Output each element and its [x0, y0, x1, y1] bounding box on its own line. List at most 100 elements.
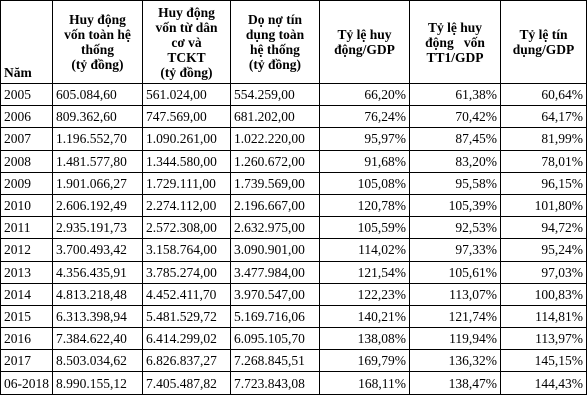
- cell-year: 2008: [0, 149, 53, 173]
- cell-credit-outstanding: 5.169.716,06: [230, 304, 320, 329]
- cell-tt1-mobilization-gdp-ratio: 138,47%: [409, 371, 501, 395]
- header-line: Dọ nợ tín: [248, 12, 302, 27]
- header-row: Năm Huy động vốn toàn hệ thống (tỷ đồng) Huy …: [0, 0, 587, 84]
- table-header: Năm Huy động vốn toàn hệ thống (tỷ đồng) Huy …: [0, 0, 587, 84]
- cell-total-mobilization: 809.362,60: [52, 105, 143, 129]
- table-row: 2017 8.503.034,62 6.826.837,27 7.268.845,51…: [0, 349, 587, 373]
- header-credit-outstanding: Dọ nợ tín dụng toàn hệ thống (tỷ đồng): [230, 0, 320, 84]
- cell-total-mobilization: 4.813.218,48: [52, 282, 143, 306]
- header-line: hệ thống: [250, 42, 300, 57]
- cell-credit-outstanding: 2.632.975,00: [230, 216, 320, 240]
- header-line: dụng toàn: [245, 27, 305, 42]
- header-line: động vốn: [425, 34, 485, 50]
- table-body: 2005 605.084,60 561.024,00 554.259,00 66,20%…: [0, 82, 587, 395]
- header-line: (tỷ đồng): [160, 64, 213, 80]
- cell-year: 2005: [0, 82, 53, 107]
- table-row: 2011 2.935.191,73 2.572.308,00 2.632.975,00…: [0, 216, 587, 240]
- cell-mobilization-gdp-ratio: 95,97%: [319, 127, 410, 151]
- cell-tt1-mobilization-gdp-ratio: 95,58%: [409, 171, 501, 195]
- cell-credit-outstanding: 3.477.984,00: [230, 260, 320, 284]
- cell-resident-mobilization: 6.826.837,27: [142, 349, 231, 373]
- cell-resident-mobilization: 5.481.529,72: [142, 304, 231, 329]
- cell-year: 2013: [0, 260, 53, 284]
- table-row: 2005 605.084,60 561.024,00 554.259,00 66,20%…: [0, 82, 587, 107]
- cell-credit-outstanding: 3.090.901,00: [230, 238, 320, 262]
- header-line: Tỷ lệ huy: [337, 27, 392, 42]
- cell-credit-gdp-ratio: 113,97%: [500, 327, 587, 351]
- header-line: TCKT: [167, 49, 206, 65]
- header-line: Tỷ lệ tín: [519, 27, 568, 42]
- cell-resident-mobilization: 747.569,00: [142, 105, 231, 129]
- cell-resident-mobilization: 4.452.411,70: [142, 282, 231, 306]
- header-line: vốn từ dân: [155, 19, 218, 35]
- cell-credit-outstanding: 1.260.672,00: [230, 149, 320, 173]
- cell-year: 2017: [0, 349, 53, 373]
- cell-year: 2010: [0, 193, 53, 218]
- cell-credit-outstanding: 3.970.547,00: [230, 282, 320, 306]
- cell-total-mobilization: 7.384.622,40: [52, 327, 143, 351]
- header-line: Huy động: [69, 12, 126, 27]
- header-tt1-mobilization-gdp-ratio: Tỷ lệ huy động vốn TT1/GDP: [409, 0, 501, 84]
- cell-mobilization-gdp-ratio: 66,20%: [319, 82, 410, 107]
- cell-resident-mobilization: 2.274.112,00: [142, 193, 231, 218]
- header-line: cơ và: [171, 34, 202, 50]
- cell-mobilization-gdp-ratio: 76,24%: [319, 105, 410, 129]
- cell-tt1-mobilization-gdp-ratio: 105,61%: [409, 260, 501, 284]
- cell-tt1-mobilization-gdp-ratio: 97,33%: [409, 238, 501, 262]
- cell-tt1-mobilization-gdp-ratio: 105,39%: [409, 193, 501, 218]
- data-table-container: Năm Huy động vốn toàn hệ thống (tỷ đồng) Huy …: [0, 0, 587, 395]
- table-row: 2014 4.813.218,48 4.452.411,70 3.970.547,00…: [0, 282, 587, 306]
- table-row: 2010 2.606.192,49 2.274.112,00 2.196.667,00…: [0, 193, 587, 218]
- cell-mobilization-gdp-ratio: 138,08%: [319, 327, 410, 351]
- cell-mobilization-gdp-ratio: 120,78%: [319, 193, 410, 218]
- cell-mobilization-gdp-ratio: 91,68%: [319, 149, 410, 173]
- cell-tt1-mobilization-gdp-ratio: 61,38%: [409, 82, 501, 107]
- cell-resident-mobilization: 1.729.111,00: [142, 171, 231, 195]
- table-row: 2009 1.901.066,27 1.729.111,00 1.739.569,00…: [0, 171, 587, 195]
- cell-resident-mobilization: 7.405.487,82: [142, 371, 231, 395]
- header-line: Năm: [4, 65, 32, 80]
- cell-credit-gdp-ratio: 95,24%: [500, 238, 587, 262]
- header-line: Huy động: [158, 4, 215, 20]
- cell-credit-gdp-ratio: 145,15%: [500, 349, 587, 373]
- cell-year: 2012: [0, 238, 53, 262]
- cell-mobilization-gdp-ratio: 122,23%: [319, 282, 410, 306]
- cell-credit-gdp-ratio: 60,64%: [500, 82, 587, 107]
- table-row: 2006 809.362,60 747.569,00 681.202,00 76,24%…: [0, 105, 587, 129]
- header-line: TT1/GDP: [426, 49, 484, 65]
- cell-mobilization-gdp-ratio: 121,54%: [319, 260, 410, 284]
- cell-total-mobilization: 8.503.034,62: [52, 349, 143, 373]
- cell-credit-outstanding: 554.259,00: [230, 82, 320, 107]
- cell-resident-mobilization: 3.158.764,00: [142, 238, 231, 262]
- header-line: (tỷ đồng): [248, 57, 302, 72]
- cell-year: 06-2018: [0, 371, 53, 395]
- cell-credit-outstanding: 681.202,00: [230, 105, 320, 129]
- table-row: 06-2018 8.990.155,12 7.405.487,82 7.723.843…: [0, 371, 587, 395]
- cell-credit-outstanding: 7.268.845,51: [230, 349, 320, 373]
- cell-resident-mobilization: 6.414.299,02: [142, 327, 231, 351]
- cell-year: 2014: [0, 282, 53, 306]
- cell-total-mobilization: 2.935.191,73: [52, 216, 143, 240]
- table-row: 2008 1.481.577,80 1.344.580,00 1.260.672,00…: [0, 149, 587, 173]
- table-row: 2015 6.313.398,94 5.481.529,72 5.169.716,06…: [0, 304, 587, 329]
- cell-total-mobilization: 1.901.066,27: [52, 171, 143, 195]
- cell-tt1-mobilization-gdp-ratio: 92,53%: [409, 216, 501, 240]
- cell-mobilization-gdp-ratio: 168,11%: [319, 371, 410, 395]
- cell-total-mobilization: 4.356.435,91: [52, 260, 143, 284]
- cell-credit-gdp-ratio: 81,99%: [500, 127, 587, 151]
- cell-year: 2011: [0, 216, 53, 240]
- cell-credit-outstanding: 1.022.220,00: [230, 127, 320, 151]
- cell-mobilization-gdp-ratio: 105,59%: [319, 216, 410, 240]
- cell-credit-gdp-ratio: 100,83%: [500, 282, 587, 306]
- cell-tt1-mobilization-gdp-ratio: 136,32%: [409, 349, 501, 373]
- cell-credit-gdp-ratio: 114,81%: [500, 304, 587, 329]
- cell-mobilization-gdp-ratio: 169,79%: [319, 349, 410, 373]
- cell-tt1-mobilization-gdp-ratio: 121,74%: [409, 304, 501, 329]
- cell-year: 2007: [0, 127, 53, 151]
- cell-mobilization-gdp-ratio: 114,02%: [319, 238, 410, 262]
- cell-total-mobilization: 1.196.552,70: [52, 127, 143, 151]
- header-mobilization-gdp-ratio: Tỷ lệ huy động/GDP: [319, 0, 410, 84]
- header-line: dụng/GDP: [512, 42, 575, 57]
- cell-credit-gdp-ratio: 94,72%: [500, 216, 587, 240]
- table-row: 2012 3.700.493,42 3.158.764,00 3.090.901,00…: [0, 238, 587, 262]
